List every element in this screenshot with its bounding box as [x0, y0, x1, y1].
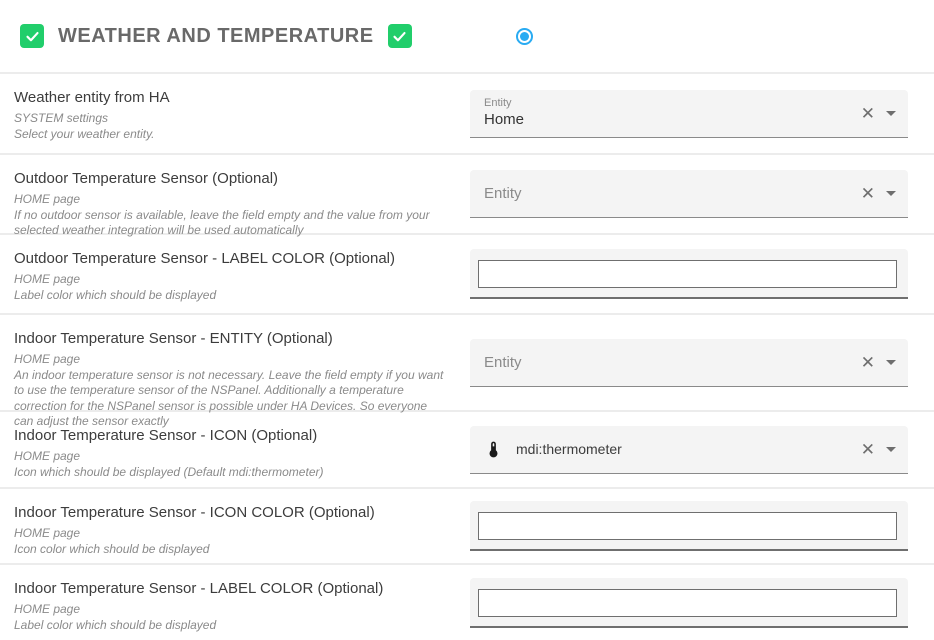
- entity-field-label: Entity: [484, 96, 512, 109]
- row-field-block: Entity ✕: [470, 338, 908, 387]
- outdoor-label-color-input[interactable]: [478, 260, 897, 288]
- entity-field-placeholder: Entity: [484, 353, 522, 371]
- caret-down-icon[interactable]: [886, 359, 896, 365]
- row-field-block: [470, 501, 908, 551]
- section-header: WEATHER AND TEMPERATURE: [0, 0, 934, 72]
- settings-row: Outdoor Temperature Sensor - LABEL COLOR…: [0, 233, 934, 313]
- settings-row: Weather entity from HA SYSTEM settings S…: [0, 72, 934, 153]
- row-title: Indoor Temperature Sensor - LABEL COLOR …: [14, 580, 384, 597]
- row-field-block: Entity ✕: [470, 170, 908, 218]
- row-description: Label color which should be displayed: [14, 287, 217, 302]
- row-title: Indoor Temperature Sensor - ICON COLOR (…: [14, 504, 375, 521]
- row-context: SYSTEM settings: [14, 111, 109, 125]
- row-field-block: mdi:thermometer ✕: [470, 425, 908, 474]
- input-container: [470, 249, 908, 299]
- indoor-temp-entity-select[interactable]: Entity ✕: [470, 338, 908, 387]
- row-context: HOME page: [14, 272, 81, 286]
- row-description: Icon which should be displayed (Default …: [14, 464, 324, 479]
- row-title: Outdoor Temperature Sensor (Optional): [14, 170, 279, 187]
- caret-down-icon[interactable]: [886, 446, 896, 452]
- row-context: HOME page: [14, 602, 81, 616]
- caret-down-icon[interactable]: [886, 191, 896, 196]
- row-context: HOME page: [14, 352, 81, 366]
- icon-field-value: mdi:thermometer: [516, 441, 622, 457]
- row-description: If no outdoor sensor is available, leave…: [14, 207, 430, 238]
- entity-field-placeholder: Entity: [484, 185, 522, 202]
- section-secondary-checkbox-icon[interactable]: [387, 24, 412, 48]
- clear-icon[interactable]: ✕: [860, 103, 875, 123]
- row-label-block: Indoor Temperature Sensor - ICON COLOR (…: [0, 489, 470, 557]
- section-enabled-checkbox-icon[interactable]: [20, 24, 44, 48]
- row-description: Select your weather entity.: [14, 126, 155, 141]
- section-radio-selected-icon[interactable]: [515, 27, 533, 45]
- row-context: HOME page: [14, 192, 81, 206]
- indoor-label-color-input[interactable]: [478, 588, 897, 617]
- caret-down-icon[interactable]: [886, 110, 896, 116]
- settings-row: Outdoor Temperature Sensor (Optional) HO…: [0, 153, 934, 237]
- row-title: Indoor Temperature Sensor - ICON (Option…: [14, 427, 318, 444]
- indoor-icon-color-input[interactable]: [478, 512, 897, 540]
- thermometer-icon: [484, 440, 503, 459]
- row-title: Weather entity from HA: [14, 89, 170, 106]
- row-description: Label color which should be displayed: [14, 617, 217, 632]
- row-label-block: Weather entity from HA SYSTEM settings S…: [0, 74, 470, 142]
- row-field-block: [470, 249, 908, 299]
- row-context: HOME page: [14, 449, 81, 463]
- field-icons: ✕: [861, 170, 896, 217]
- clear-icon[interactable]: ✕: [860, 439, 875, 459]
- row-context: HOME page: [14, 526, 81, 540]
- row-label-block: Indoor Temperature Sensor - LABEL COLOR …: [0, 565, 470, 633]
- row-title: Indoor Temperature Sensor - ENTITY (Opti…: [14, 330, 333, 347]
- radio-dot: [519, 31, 529, 41]
- settings-row: Indoor Temperature Sensor - ICON COLOR (…: [0, 487, 934, 563]
- row-label-block: Indoor Temperature Sensor - ICON (Option…: [0, 412, 470, 480]
- settings-row: Indoor Temperature Sensor - ENTITY (Opti…: [0, 313, 934, 428]
- row-field-block: [470, 577, 908, 628]
- section-title: WEATHER AND TEMPERATURE: [58, 24, 374, 47]
- settings-row: Indoor Temperature Sensor - LABEL COLOR …: [0, 563, 934, 640]
- input-container: [470, 501, 908, 551]
- input-container: [470, 577, 908, 628]
- clear-icon[interactable]: ✕: [860, 352, 875, 372]
- checkmark-icon: [393, 31, 406, 41]
- entity-field-value: Home: [484, 111, 525, 128]
- row-label-block: Outdoor Temperature Sensor - LABEL COLOR…: [0, 235, 470, 303]
- row-title: Outdoor Temperature Sensor - LABEL COLOR…: [14, 250, 396, 267]
- field-icons: ✕: [861, 339, 896, 386]
- checkmark-icon: [25, 31, 39, 41]
- outdoor-temp-entity-select[interactable]: Entity ✕: [470, 170, 908, 218]
- row-description: An indoor temperature sensor is not nece…: [14, 367, 444, 429]
- field-icons: ✕: [861, 90, 896, 137]
- row-label-block: Outdoor Temperature Sensor (Optional) HO…: [0, 155, 470, 239]
- clear-icon[interactable]: ✕: [860, 184, 875, 203]
- row-field-block: Entity Home ✕: [470, 89, 908, 138]
- field-icons: ✕: [861, 426, 896, 473]
- row-label-block: Indoor Temperature Sensor - ENTITY (Opti…: [0, 315, 470, 430]
- indoor-icon-select[interactable]: mdi:thermometer ✕: [470, 425, 908, 474]
- weather-entity-select[interactable]: Entity Home ✕: [470, 89, 908, 138]
- row-description: Icon color which should be displayed: [14, 541, 210, 556]
- settings-row: Indoor Temperature Sensor - ICON (Option…: [0, 410, 934, 487]
